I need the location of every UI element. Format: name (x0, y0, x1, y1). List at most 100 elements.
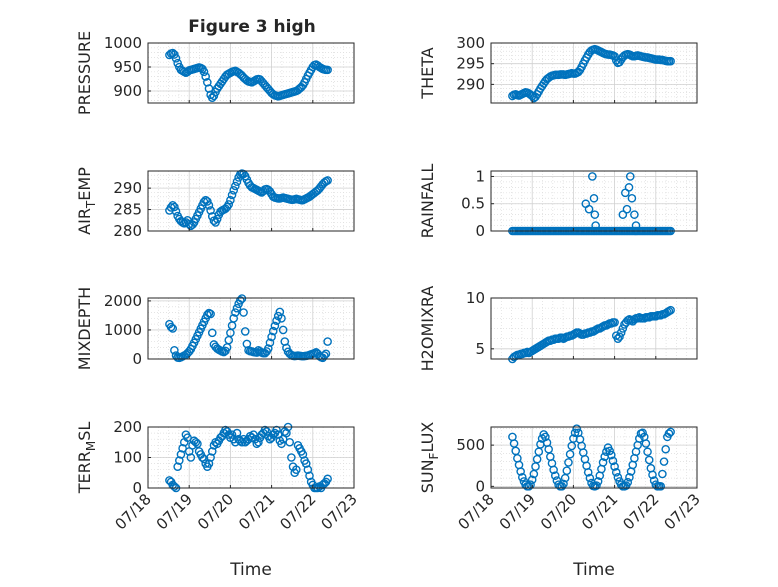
data-point (235, 296, 245, 305)
data-point (265, 338, 275, 348)
data-point (212, 214, 222, 224)
data-point (170, 202, 179, 212)
y-tick-label: 1000 (104, 321, 142, 339)
subplot-pressure: 900 950 1000 PRESSURE (75, 31, 355, 115)
data-point (666, 56, 675, 66)
x-tick-label: 07/20 (194, 490, 237, 533)
subplot-h2omixra: 5 10 H2OMIXRA (418, 286, 698, 371)
data-point (166, 322, 176, 332)
y-axis-label: AIRTEMP (75, 167, 98, 235)
y-tick-label: 1 (475, 167, 485, 185)
data-point (237, 294, 247, 303)
data-series (508, 44, 675, 103)
data-point (227, 430, 237, 439)
data-series (165, 422, 332, 493)
data-point (204, 459, 214, 468)
data-point (648, 470, 657, 480)
data-point (203, 197, 212, 206)
data-point (613, 472, 623, 482)
y-tick-label: 280 (113, 222, 142, 240)
data-point (267, 332, 276, 342)
data-point (207, 447, 217, 456)
subplot-sun-flux: 0 500 SUNFLUX 07/1807/1907/2007/2107/2207/2… (418, 422, 704, 580)
data-point (323, 65, 332, 75)
data-point (610, 462, 619, 471)
y-tick-label: 950 (113, 58, 142, 76)
axes-box (490, 297, 698, 360)
data-point (608, 456, 618, 466)
data-point (268, 326, 278, 336)
data-point (323, 176, 332, 185)
data-point (301, 459, 311, 468)
data-point (229, 314, 238, 323)
axes-box (490, 170, 698, 232)
x-tick-label: 07/19 (496, 490, 539, 533)
data-point (191, 437, 201, 447)
data-point (622, 204, 632, 214)
data-point (227, 190, 237, 200)
data-point (184, 219, 194, 229)
y-tick-label: 200 (113, 418, 142, 436)
data-point (170, 345, 179, 355)
data-point (170, 50, 179, 59)
y-tick-label: 290 (456, 75, 485, 93)
data-point (593, 477, 603, 486)
data-point (270, 321, 280, 331)
data-point (232, 303, 242, 313)
data-point (229, 185, 238, 195)
data-point (231, 308, 240, 317)
data-point (656, 482, 666, 491)
x-tick-label: 07/20 (537, 490, 580, 533)
subplot-air-temp: 280 285 290 AIRTEMP (75, 167, 355, 240)
data-point (625, 172, 635, 181)
data-point (605, 446, 614, 456)
data-point (588, 172, 597, 181)
data-point (224, 200, 234, 209)
data-point (585, 473, 595, 483)
x-axis-label: Time (229, 560, 272, 580)
data-series (508, 305, 675, 364)
axes-box (147, 170, 355, 232)
data-point (518, 472, 527, 482)
data-point (206, 309, 215, 319)
axes-box (490, 42, 698, 104)
data-point (207, 328, 217, 338)
data-point (272, 316, 281, 325)
data-point (627, 193, 637, 203)
data-point (168, 324, 178, 333)
data-point (277, 439, 286, 449)
data-series (165, 48, 332, 103)
y-axis-label: TERRMSL (75, 422, 98, 495)
data-point (263, 344, 273, 353)
data-point (631, 221, 641, 230)
y-tick-label: 900 (113, 82, 142, 100)
data-point (615, 332, 624, 341)
x-tick-label: 07/21 (235, 490, 278, 533)
data-point (305, 471, 314, 481)
figure-title: Figure 3 high (188, 17, 316, 37)
data-point (562, 466, 572, 475)
data-point (176, 450, 186, 459)
data-point (625, 472, 634, 482)
data-point (610, 318, 619, 327)
data-point (171, 206, 181, 216)
y-axis-label: RAINFALL (418, 164, 437, 239)
axes-box (147, 42, 355, 104)
x-tick-label: 07/23 (661, 490, 704, 533)
data-point (277, 314, 286, 323)
y-tick-label: 500 (456, 436, 485, 454)
data-point (564, 458, 573, 467)
x-tick-label: 07/21 (578, 490, 621, 533)
data-series (165, 169, 332, 231)
y-axis-label: MIXDEPTH (75, 287, 94, 370)
y-tick-label: 285 (113, 201, 142, 219)
data-series (508, 424, 675, 491)
data-point (666, 427, 675, 437)
data-point (641, 439, 651, 448)
data-point (630, 210, 639, 219)
y-tick-label: 2000 (104, 292, 142, 310)
x-tick-label: 07/22 (276, 490, 319, 533)
